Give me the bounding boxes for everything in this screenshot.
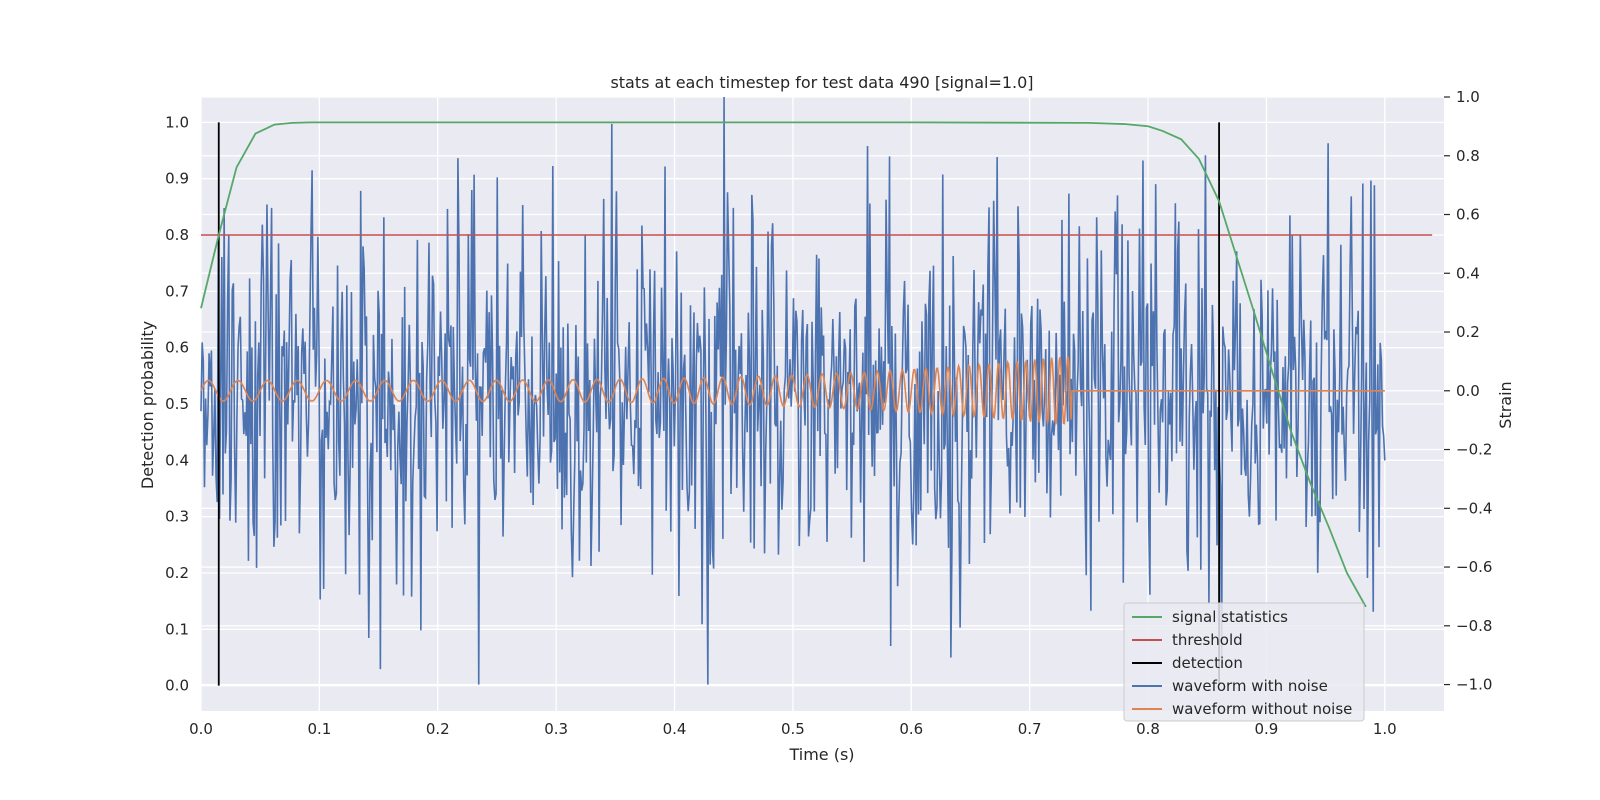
- x-tick-label: 0.4: [663, 720, 687, 738]
- legend-label-waveform-without-noise: waveform without noise: [1172, 700, 1352, 718]
- y-left-tick-label: 0.1: [165, 620, 189, 638]
- y-right-tick-label: −1.0: [1456, 676, 1492, 694]
- y-left-tick-label: 0.5: [165, 395, 189, 413]
- series-waveform-without-noise: [200, 356, 1385, 425]
- x-tick-label: 1.0: [1373, 720, 1397, 738]
- x-tick-label: 0.0: [189, 720, 213, 738]
- y-right-tick-label: 0.8: [1456, 147, 1480, 165]
- legend-item-signal-statistics: signal statistics: [1132, 608, 1288, 626]
- y-right-tick-label: −0.6: [1456, 558, 1492, 576]
- legend-label-detection: detection: [1172, 654, 1243, 672]
- y-left-tick-label: 0.4: [165, 451, 189, 469]
- y-left-axis-label: Detection probability: [138, 321, 157, 489]
- y-left-axis-ticks: 0.0 0.1 0.2 0.3 0.4 0.5 0.6 0.7 0.8 0.9 1.0: [165, 113, 189, 694]
- x-tick-label: 0.9: [1254, 720, 1278, 738]
- x-tick-label: 0.8: [1136, 720, 1160, 738]
- y-left-tick-label: 0.7: [165, 282, 189, 300]
- y-right-tick-label: −0.2: [1456, 441, 1492, 459]
- y-right-tick-label: 0.0: [1456, 382, 1480, 400]
- x-tick-label: 0.6: [899, 720, 923, 738]
- x-tick-label: 0.5: [781, 720, 805, 738]
- y-right-tick-label: 0.6: [1456, 206, 1480, 224]
- x-tick-label: 0.7: [1018, 720, 1042, 738]
- y-left-tick-label: 0.9: [165, 170, 189, 188]
- y-left-tick-label: 0.3: [165, 508, 189, 526]
- series-waveform-with-noise: [200, 96, 1386, 685]
- x-axis-label: Time (s): [788, 745, 854, 764]
- y-left-tick-label: 0.2: [165, 564, 189, 582]
- y-right-axis-label: Strain: [1496, 381, 1515, 428]
- legend-label-waveform-with-noise: waveform with noise: [1172, 677, 1328, 695]
- legend-item-threshold: threshold: [1132, 631, 1243, 649]
- y-right-tick-label: 0.4: [1456, 264, 1480, 282]
- y-right-axis-ticks: −1.0 −0.8 −0.6 −0.4 −0.2 0.0 0.2 0.4 0.6 0.8 1.0: [1444, 88, 1492, 694]
- legend-item-detection: detection: [1132, 654, 1243, 672]
- series-signal-statistics: [200, 121, 1367, 608]
- y-left-tick-label: 1.0: [165, 113, 189, 131]
- chart-title: stats at each timestep for test data 490…: [610, 73, 1033, 92]
- x-axis-ticks: 0.0 0.1 0.2 0.3 0.4 0.5 0.6 0.7 0.8 0.9 1.0: [189, 720, 1397, 738]
- legend-label-signal-statistics: signal statistics: [1172, 608, 1288, 626]
- y-right-tick-label: 0.2: [1456, 323, 1480, 341]
- y-left-tick-label: 0.8: [165, 226, 189, 244]
- y-right-tick-label: −0.8: [1456, 617, 1492, 635]
- legend-label-threshold: threshold: [1172, 631, 1243, 649]
- legend-box: [1123, 602, 1365, 722]
- x-tick-label: 0.2: [426, 720, 450, 738]
- legend-item-waveform-with-noise: waveform with noise: [1132, 677, 1328, 695]
- y-right-tick-label: −0.4: [1456, 499, 1492, 517]
- y-left-tick-label: 0.0: [165, 677, 189, 695]
- y-left-tick-label: 0.6: [165, 339, 189, 357]
- y-right-tick-label: 1.0: [1456, 88, 1480, 106]
- series-layer: [200, 96, 1433, 686]
- legend: signal statistics threshold detection wa…: [1123, 602, 1365, 722]
- legend-item-waveform-without-noise: waveform without noise: [1132, 700, 1352, 718]
- x-tick-label: 0.1: [307, 720, 331, 738]
- x-tick-label: 0.3: [544, 720, 568, 738]
